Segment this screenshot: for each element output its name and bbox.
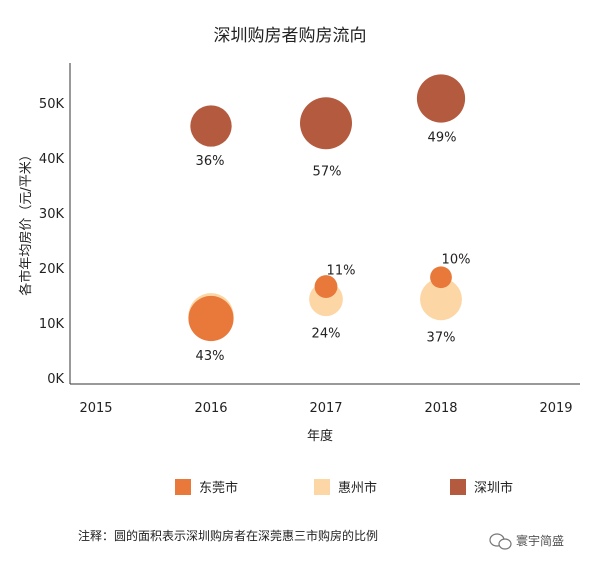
y-tick-label: 50K	[39, 97, 65, 112]
y-tick-labels: 0K 10K 20K 30K 40K 50K	[39, 97, 65, 387]
bubble-东莞市-2017	[314, 275, 338, 299]
y-tick-label: 30K	[39, 207, 65, 222]
legend-label-深圳市: 深圳市	[474, 480, 513, 496]
y-axis-label: 各市年均房价（元/平米）	[18, 148, 34, 295]
data-label-惠州市-2016: 43%	[196, 349, 225, 364]
data-label-东莞市-2017: 11%	[327, 264, 356, 279]
data-labels: 36% 57% 49% 11% 10% 43% 24% 37%	[196, 131, 471, 364]
legend-swatch-东莞市	[175, 479, 191, 495]
x-tick-labels: 2015 2016 2017 2018 2019	[79, 401, 572, 416]
wechat-icon	[489, 533, 512, 550]
bubbles	[188, 74, 466, 342]
y-tick-label: 0K	[47, 372, 64, 387]
legend-swatch-惠州市	[314, 479, 330, 495]
data-label-惠州市-2018: 37%	[427, 330, 456, 345]
x-axis-label: 年度	[307, 428, 333, 444]
data-label-深圳市-2016: 36%	[196, 154, 225, 169]
data-label-东莞市-2018: 10%	[442, 252, 471, 267]
bubble-深圳市-2016	[190, 105, 232, 147]
data-label-深圳市-2017: 57%	[313, 164, 342, 179]
x-tick-label: 2019	[539, 401, 572, 416]
legend-swatch-深圳市	[450, 479, 466, 495]
data-label-深圳市-2018: 49%	[428, 131, 457, 146]
chart-note: 注释：圆的面积表示深圳购房者在深莞惠三市购房的比例	[78, 528, 378, 543]
data-label-惠州市-2017: 24%	[312, 326, 341, 341]
x-tick-label: 2015	[79, 401, 112, 416]
legend-label-惠州市: 惠州市	[338, 480, 377, 496]
x-tick-label: 2018	[424, 401, 457, 416]
legend: 东莞市 惠州市 深圳市	[175, 479, 513, 496]
y-tick-label: 20K	[39, 262, 65, 277]
bubble-深圳市-2017	[300, 97, 352, 150]
watermark-text: 寰宇简盛	[516, 533, 564, 548]
x-tick-label: 2016	[194, 401, 227, 416]
watermark: 寰宇简盛	[489, 533, 564, 550]
chart-title: 深圳购房者购房流向	[214, 26, 367, 46]
x-tick-label: 2017	[309, 401, 342, 416]
legend-label-东莞市: 东莞市	[199, 480, 238, 496]
bubble-惠州市-2018	[420, 278, 462, 321]
bubble-东莞市-2016	[188, 295, 234, 342]
bubble-深圳市-2018	[416, 74, 466, 123]
bubble-东莞市-2018	[430, 266, 452, 289]
y-tick-label: 10K	[39, 317, 65, 332]
y-tick-label: 40K	[39, 152, 65, 167]
